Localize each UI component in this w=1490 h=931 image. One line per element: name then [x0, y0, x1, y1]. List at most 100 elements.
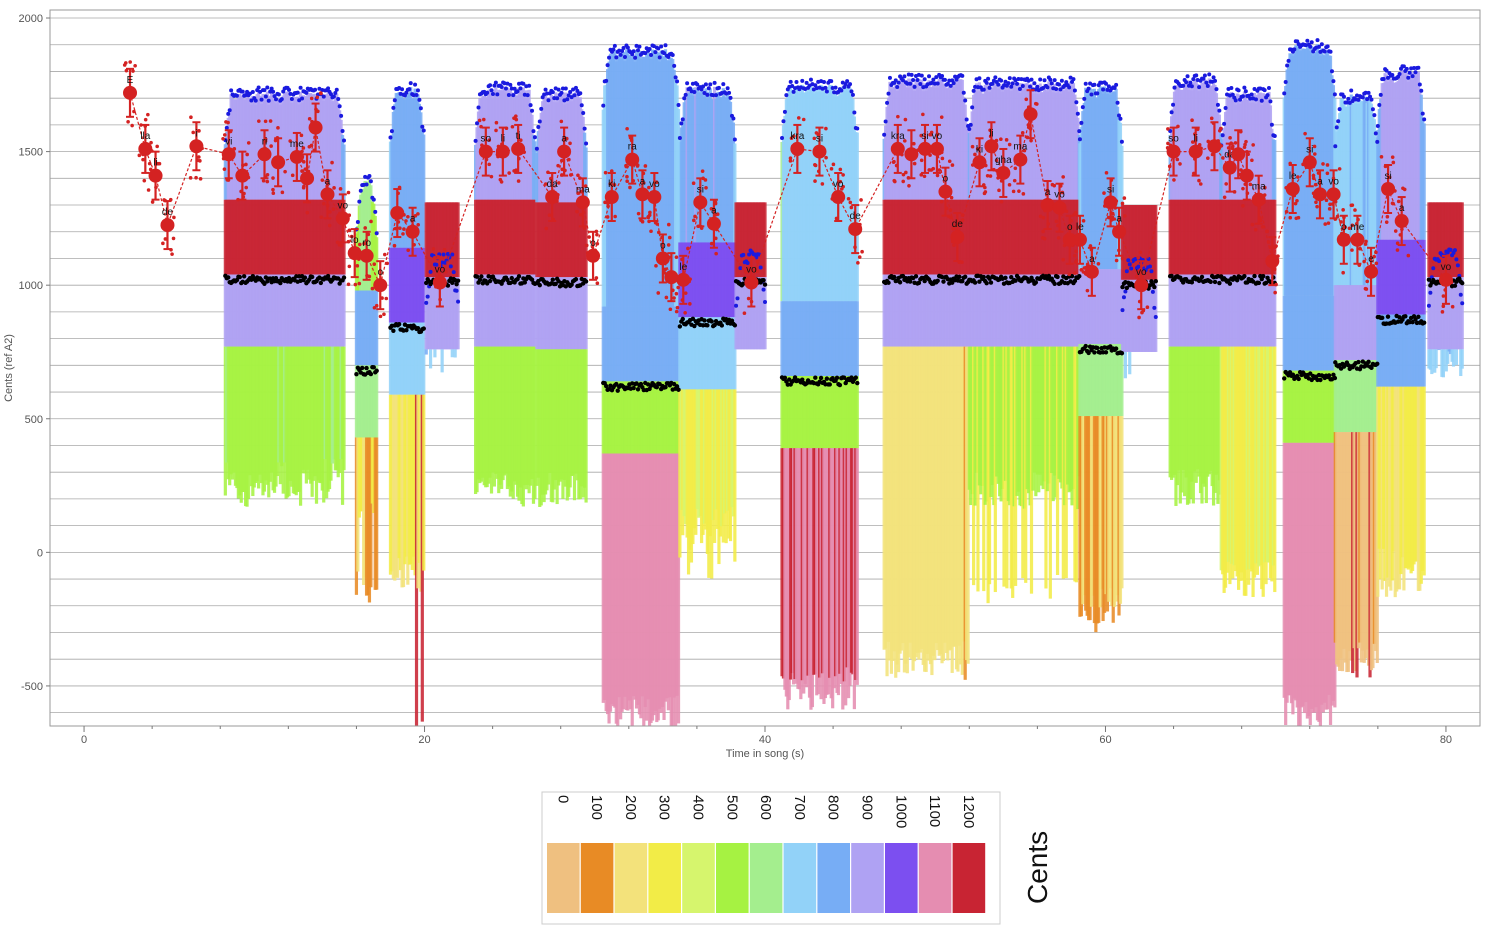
syllable-dot	[172, 215, 176, 220]
pitch-bar	[584, 202, 588, 278]
syllable-dot	[579, 212, 583, 217]
base-contour-point	[474, 274, 480, 279]
syllable-label: o	[590, 238, 596, 249]
upper-contour-point	[973, 84, 978, 89]
upper-contour-point	[521, 81, 526, 86]
upper-contour-point	[981, 87, 986, 92]
base-contour-point	[963, 274, 968, 280]
upper-contour-point	[1079, 120, 1084, 125]
upper-contour-point	[1038, 77, 1043, 82]
syllable-dot	[157, 161, 162, 166]
pitch-bar	[440, 349, 444, 373]
upper-contour-point	[986, 76, 991, 81]
upper-contour-point	[297, 98, 302, 103]
syllable-dot	[132, 109, 136, 114]
upper-contour-point	[1329, 69, 1334, 74]
pitch-bar	[1273, 139, 1277, 200]
upper-contour-point	[1325, 44, 1330, 49]
pitch-bar	[422, 134, 426, 248]
base-contour-point	[824, 376, 830, 381]
syllable-dot	[557, 181, 561, 185]
base-contour-point	[1086, 350, 1091, 356]
upper-contour-point	[448, 264, 453, 269]
upper-contour-point	[1236, 88, 1241, 93]
syllable-label: ra	[628, 142, 637, 153]
upper-contour-point	[987, 85, 992, 90]
syllable-dot	[330, 160, 334, 165]
base-contour-point	[663, 385, 668, 390]
base-contour-point	[897, 280, 903, 285]
syllable-dot	[649, 229, 653, 234]
pitch-bar	[1120, 416, 1124, 589]
upper-contour-point	[1059, 78, 1064, 83]
upper-contour-point	[334, 87, 339, 92]
pitch-bar	[855, 448, 859, 685]
syllable-dot	[514, 114, 518, 118]
upper-contour-point	[1336, 119, 1341, 124]
base-contour-point	[1332, 375, 1338, 381]
base-contour-point	[1095, 345, 1100, 351]
syllable-dot	[288, 139, 292, 143]
upper-contour-point	[492, 83, 497, 88]
base-contour-point	[1077, 274, 1082, 279]
syllable-dot	[605, 215, 610, 219]
syllable-dot	[133, 63, 137, 68]
upper-contour-point	[420, 124, 425, 129]
base-contour-point	[1152, 284, 1157, 290]
upper-contour-point	[1410, 74, 1415, 79]
upper-contour-point	[259, 97, 264, 102]
upper-contour-point	[295, 90, 300, 95]
upper-contour-point	[758, 265, 763, 270]
upper-contour-point	[1189, 84, 1194, 89]
syllable-marker	[575, 195, 590, 210]
pitch-bar	[424, 349, 428, 355]
upper-contour-point	[321, 94, 326, 99]
upper-contour-point	[373, 209, 378, 214]
syllable-dot	[198, 177, 203, 181]
upper-contour-point	[1089, 92, 1094, 97]
base-contour-point	[972, 280, 978, 285]
base-contour-point	[1356, 359, 1361, 365]
syllable-dot	[635, 164, 640, 168]
upper-contour-point	[1220, 133, 1225, 138]
upper-contour-point	[1054, 87, 1059, 92]
syllable-dot	[654, 180, 659, 185]
syllable-dot	[307, 117, 312, 121]
upper-contour-point	[253, 98, 258, 103]
base-contour-point	[477, 277, 483, 283]
upper-contour-point	[407, 87, 412, 92]
syllable-dot	[143, 117, 148, 122]
upper-contour-point	[1229, 86, 1234, 91]
upper-contour-point	[339, 113, 344, 118]
upper-contour-point	[336, 97, 341, 102]
syllable-dot	[487, 162, 491, 167]
upper-contour-point	[1106, 84, 1111, 89]
syllable-dot	[595, 232, 599, 237]
syllable-dot	[141, 157, 145, 162]
upper-contour-point	[821, 80, 826, 85]
upper-contour-point	[250, 89, 255, 94]
syllable-dot	[283, 169, 287, 174]
pitch-bar	[433, 349, 437, 358]
pitch-bar	[1273, 346, 1277, 593]
base-contour-point	[680, 316, 685, 322]
upper-contour-point	[618, 52, 623, 57]
upper-contour-point	[647, 46, 652, 51]
base-contour-point	[368, 371, 374, 377]
upper-contour-point	[1252, 87, 1257, 92]
pitch-bar	[855, 376, 859, 449]
syllable-dot	[378, 314, 383, 319]
upper-contour-point	[506, 92, 511, 97]
upper-contour-point	[1114, 82, 1119, 87]
syllable-marker	[221, 147, 236, 162]
base-contour-point	[886, 280, 891, 285]
upper-contour-point	[556, 87, 561, 92]
upper-contour-point	[1286, 58, 1291, 63]
syllable-dot	[170, 252, 174, 256]
syllable-dot	[319, 215, 324, 219]
upper-contour-point	[1369, 97, 1374, 102]
base-contour-point	[1169, 273, 1174, 279]
upper-contour-point	[1384, 68, 1389, 73]
syllable-marker	[390, 206, 405, 221]
syllable-label: li	[153, 158, 157, 169]
